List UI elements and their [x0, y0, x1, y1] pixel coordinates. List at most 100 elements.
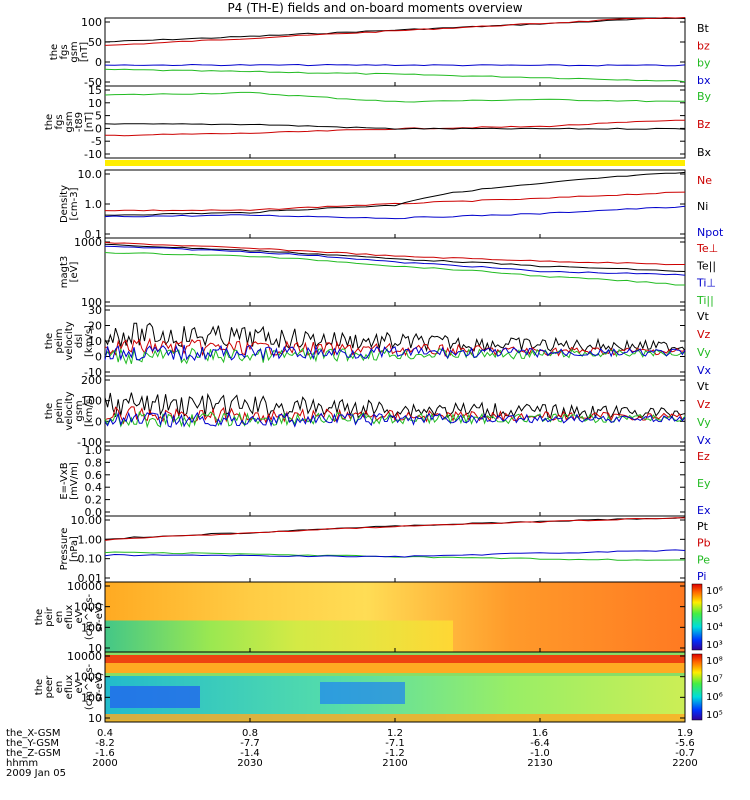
y-axis-label: gsm — [64, 111, 75, 132]
legend-Pb: Pb — [697, 537, 711, 550]
x-row-label: hhmm — [6, 758, 38, 769]
legend-Vz: Vz — [697, 328, 711, 341]
y-axis-label: gsm — [69, 41, 80, 62]
x-row-value: -1.2 — [385, 748, 405, 759]
x-row-value: -1.6 — [95, 748, 115, 759]
y-axis-label: the — [44, 114, 55, 130]
legend-Bz: Bz — [697, 118, 711, 131]
legend-Pt: Pt — [697, 520, 709, 533]
y-axis-label: [km/s] — [84, 395, 95, 427]
y-axis-label: (cm^2-s- — [84, 663, 95, 710]
y-axis-label: peim — [54, 328, 65, 353]
x-row-label: the_X-GSM — [6, 728, 60, 739]
y-axis-label: en — [54, 611, 65, 624]
y-tick-label: 1000 — [74, 236, 102, 249]
y-tick-label: 0 — [95, 56, 102, 69]
series-peim-velocity-dsl-km-s--Vx — [104, 344, 686, 362]
y-axis-label: (cm^2-s- — [84, 593, 95, 640]
y-tick-label: 0.01 — [78, 572, 103, 585]
y-tick-label: 0 — [95, 122, 102, 135]
legend-Te||: Te|| — [696, 259, 716, 272]
series-magt3-ev--Te|| — [104, 243, 686, 272]
colorbar-label: 10⁶ — [706, 692, 723, 703]
y-axis-label: [nPa] — [69, 536, 80, 562]
y-axis-label: the — [34, 609, 45, 625]
y-tick-label: 100 — [81, 621, 102, 634]
colorbar — [691, 583, 703, 651]
y-tick-label: 0.6 — [85, 469, 103, 482]
panel-frame-fgs-gsm — [104, 17, 686, 87]
y-tick-label: 0 — [95, 415, 102, 428]
x-row-value: -7.7 — [240, 738, 260, 749]
legend-Vy: Vy — [697, 346, 711, 359]
y-tick-label: 30 — [88, 304, 102, 317]
series-density-cm-3--Npot — [104, 205, 686, 220]
y-tick-label: 100 — [81, 395, 102, 408]
separator-bar — [105, 160, 685, 166]
legend-Vy: Vy — [697, 416, 711, 429]
y-tick-label: 0.2 — [85, 494, 103, 507]
series-fgs-gsm-t89-nt--Bz — [104, 119, 686, 137]
series-pressure-npa--Pi — [104, 549, 686, 558]
x-row-value: -1.0 — [530, 748, 550, 759]
y-tick-label: 100 — [81, 691, 102, 704]
colorbar-label: 10⁵ — [706, 710, 723, 721]
y-tick-label: 10000 — [67, 580, 102, 593]
legend-Bt: Bt — [697, 22, 710, 35]
y-axis-label: [eV] — [69, 262, 80, 283]
series-magt3-ev--Ti|| — [104, 252, 685, 286]
colorbar — [691, 653, 703, 721]
y-axis-label: -t89 — [74, 112, 85, 132]
y-tick-label: 1000 — [74, 671, 102, 684]
y-axis-label: [mV/m] — [69, 462, 80, 500]
colorbar-label: 10⁵ — [706, 604, 723, 615]
series-peim-velocity-gsm-km-s--Vx — [104, 411, 686, 428]
series-magt3-ev--Ti⊥ — [104, 245, 686, 276]
y-tick-label: 15 — [88, 84, 102, 97]
x-row-value: 2100 — [382, 758, 407, 769]
legend-By: By — [697, 90, 712, 103]
y-tick-label: 10 — [88, 642, 102, 655]
series-peim-velocity-dsl-km-s--Vt — [104, 322, 686, 353]
y-axis-label: the — [44, 333, 55, 349]
legend-Pi: Pi — [697, 570, 706, 583]
colorbar-label: 10⁸ — [706, 656, 723, 667]
series-magt3-ev--Te⊥ — [104, 241, 685, 266]
figure-title: P4 (TH-E) fields and on-board moments ov… — [227, 1, 522, 15]
x-row-label: the_Y-GSM — [6, 738, 59, 749]
x-row-value: 2000 — [92, 758, 117, 769]
y-axis-label: gsm — [74, 400, 85, 421]
series-pressure-npa--Pe — [104, 551, 685, 561]
legend-Vt: Vt — [697, 380, 710, 393]
series-fgs-gsm-t89-nt--By — [104, 91, 686, 103]
y-axis-label: en — [54, 681, 65, 694]
y-axis-label: eflux — [64, 605, 75, 630]
y-axis-label: the — [34, 679, 45, 695]
y-axis-label: [km/s] — [84, 325, 95, 357]
x-row-value: -1.4 — [240, 748, 260, 759]
y-axis-label: Density — [59, 185, 70, 223]
y-axis-label: eflux — [64, 675, 75, 700]
y-tick-label: 0.0 — [85, 506, 103, 519]
legend-Vx: Vx — [697, 364, 712, 377]
y-axis-label: eV — [74, 680, 85, 693]
y-tick-label: 10 — [88, 97, 102, 110]
y-axis-label: sr-eV) — [94, 602, 105, 631]
x-row-value: -0.7 — [675, 748, 695, 759]
series-peim-velocity-gsm-km-s--Vy — [104, 410, 686, 429]
x-row-value: -5.6 — [675, 738, 695, 749]
y-axis-label: dsl — [74, 334, 85, 348]
y-axis-label: peir — [44, 606, 55, 626]
panel-frame-fgs-gsm-t89 — [104, 85, 686, 159]
y-tick-label: 1.00 — [78, 533, 103, 546]
y-axis-label: Pressure — [59, 528, 70, 571]
legend-Vx: Vx — [697, 434, 712, 447]
y-axis-label: peim — [54, 398, 65, 423]
y-axis-label: velocity — [64, 391, 75, 430]
y-tick-label: -10 — [84, 148, 102, 161]
y-tick-label: 1.0 — [85, 444, 103, 457]
legend-Vt: Vt — [697, 310, 710, 323]
legend-Bx: Bx — [697, 146, 712, 159]
y-tick-label: 0 — [95, 351, 102, 364]
